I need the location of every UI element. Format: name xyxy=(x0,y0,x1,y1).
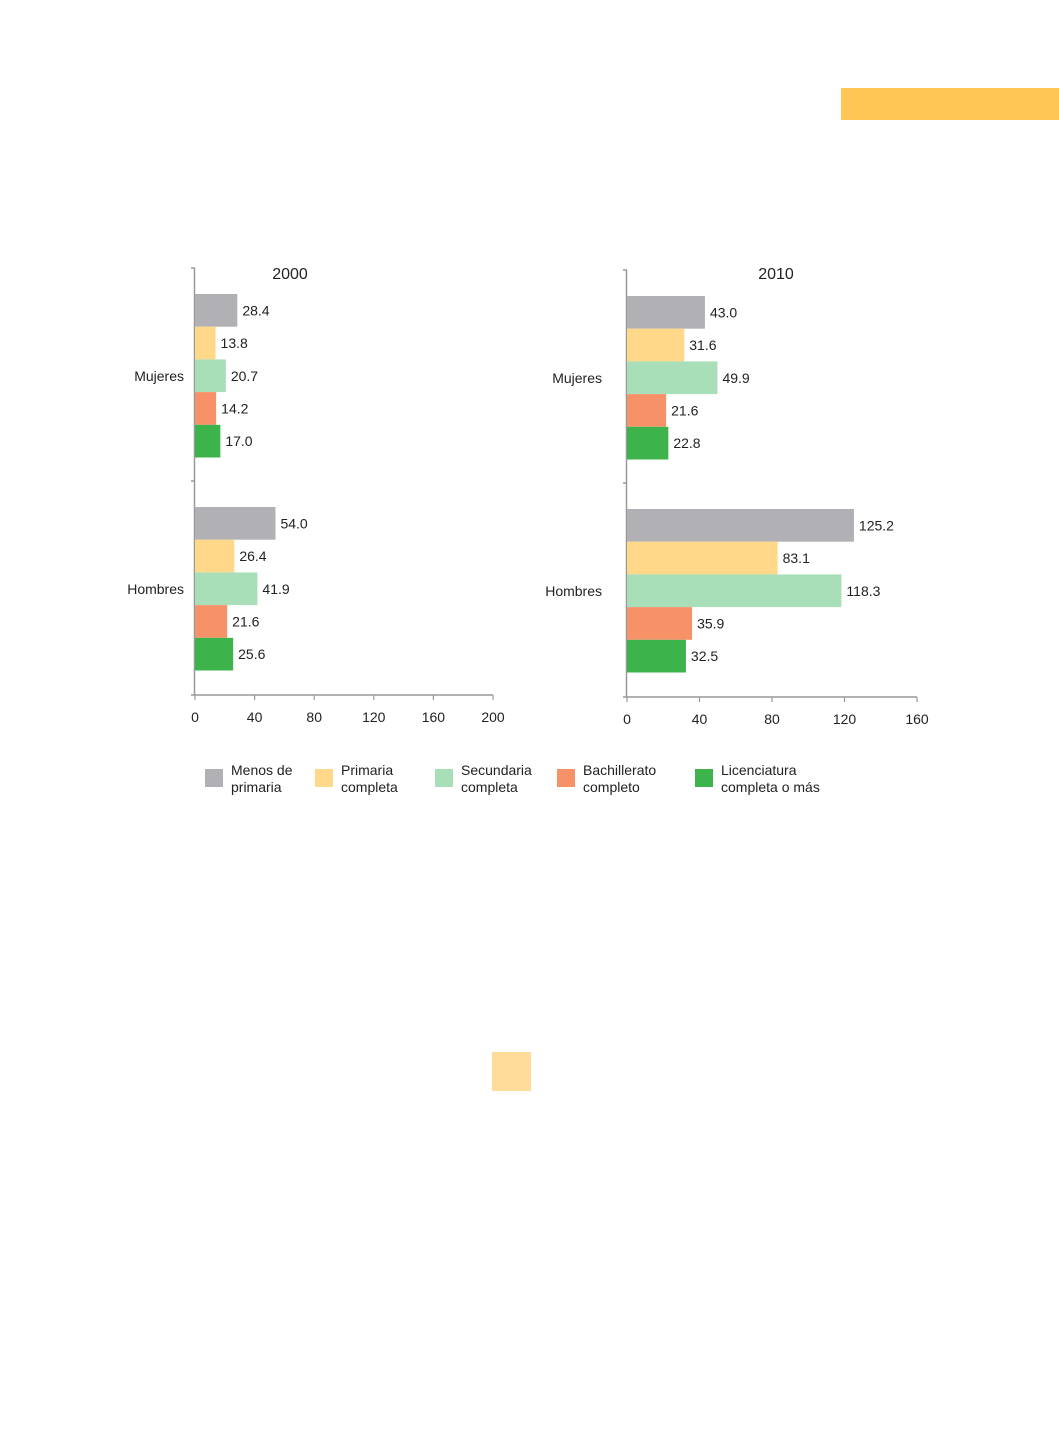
chart-panel-2000: 2000 0 40 80 120 160 200 Mujeres 28.4 13.8 20.7 14.… xyxy=(127,266,505,725)
bar-value-label: 43.0 xyxy=(710,304,737,320)
bar xyxy=(195,637,234,671)
bar-value-label: 13.8 xyxy=(221,335,248,351)
x-tick-label: 160 xyxy=(905,711,929,727)
category-label: Hombres xyxy=(127,581,184,597)
bar-value-label: 20.7 xyxy=(231,368,258,384)
chart-title: 2000 xyxy=(272,266,308,283)
bar-value-label: 54.0 xyxy=(280,515,307,531)
bar xyxy=(195,294,238,327)
bar xyxy=(195,359,226,393)
x-tick-label: 0 xyxy=(623,711,631,727)
page-marker xyxy=(492,1052,531,1091)
legend-item-bachillerato: Bachillerato completo xyxy=(557,762,656,796)
bar xyxy=(195,605,228,638)
bar xyxy=(627,639,686,673)
x-tick-label: 120 xyxy=(362,709,386,725)
bar xyxy=(627,426,669,460)
bar-value-label: 32.5 xyxy=(691,648,718,664)
bar xyxy=(627,296,705,329)
bar xyxy=(195,392,217,425)
legend-label: Menos de primaria xyxy=(231,762,293,795)
bar-value-label: 28.4 xyxy=(242,302,269,318)
x-tick-label: 0 xyxy=(191,709,199,725)
x-tick-label: 160 xyxy=(422,709,446,725)
x-tick-label: 120 xyxy=(833,711,857,727)
legend-swatch xyxy=(435,769,453,787)
legend-swatch xyxy=(205,769,223,787)
category-label: Hombres xyxy=(545,583,602,599)
bar-value-label: 14.2 xyxy=(221,400,248,416)
legend-label: Licenciatura completa o más xyxy=(721,762,820,795)
bar-value-label: 22.8 xyxy=(673,435,700,451)
bar xyxy=(627,361,718,395)
legend-item-secundaria: Secundaria completa xyxy=(435,762,532,796)
bar-value-label: 118.3 xyxy=(846,583,880,599)
bar-value-label: 21.6 xyxy=(671,402,698,418)
x-tick-label: 200 xyxy=(481,709,505,725)
bar-value-label: 26.4 xyxy=(239,548,266,564)
bar-value-label: 25.6 xyxy=(238,646,265,662)
legend-label: Primaria completa xyxy=(341,762,398,795)
legend-label: Bachillerato completo xyxy=(583,762,657,795)
legend-item-menos-primaria: Menos de primaria xyxy=(205,762,292,796)
legend-swatch xyxy=(695,769,713,787)
bar xyxy=(627,607,693,640)
chart-title: 2010 xyxy=(758,266,794,283)
bar xyxy=(195,572,258,606)
bar xyxy=(627,541,778,575)
bar-value-label: 31.6 xyxy=(689,337,716,353)
bar-value-label: 41.9 xyxy=(262,581,289,597)
chart-panel-2010: 2010 0 40 80 120 160 Mujeres 43.0 31.6 49.9 21.6 22… xyxy=(545,266,929,727)
legend-swatch xyxy=(315,769,333,787)
bar-value-label: 17.0 xyxy=(225,433,252,449)
bar xyxy=(195,507,276,540)
legend-swatch xyxy=(557,769,575,787)
bar xyxy=(195,326,216,360)
bar xyxy=(627,394,667,427)
legend-item-licenciatura: Licenciatura completa o más xyxy=(695,762,820,796)
bar-value-label: 49.9 xyxy=(722,370,749,386)
bar xyxy=(627,328,685,362)
legend-item-primaria: Primaria completa xyxy=(315,762,398,796)
x-tick-label: 40 xyxy=(247,709,263,725)
bar-value-label: 35.9 xyxy=(697,615,724,631)
bar xyxy=(627,574,842,608)
bar-value-label: 21.6 xyxy=(232,613,259,629)
x-tick-label: 80 xyxy=(764,711,780,727)
legend-label: Secundaria completa xyxy=(461,762,532,795)
header-accent-bar xyxy=(841,88,1059,120)
category-label: Mujeres xyxy=(552,370,602,386)
x-tick-label: 40 xyxy=(692,711,708,727)
bar xyxy=(195,539,235,573)
x-tick-label: 80 xyxy=(306,709,322,725)
bar-value-label: 125.2 xyxy=(859,517,894,533)
category-label: Mujeres xyxy=(134,368,184,384)
bar xyxy=(627,509,854,542)
bar-value-label: 83.1 xyxy=(783,550,810,566)
bar xyxy=(195,424,221,458)
chart-legend: Menos de primaria Primaria completa Secu… xyxy=(205,762,845,802)
